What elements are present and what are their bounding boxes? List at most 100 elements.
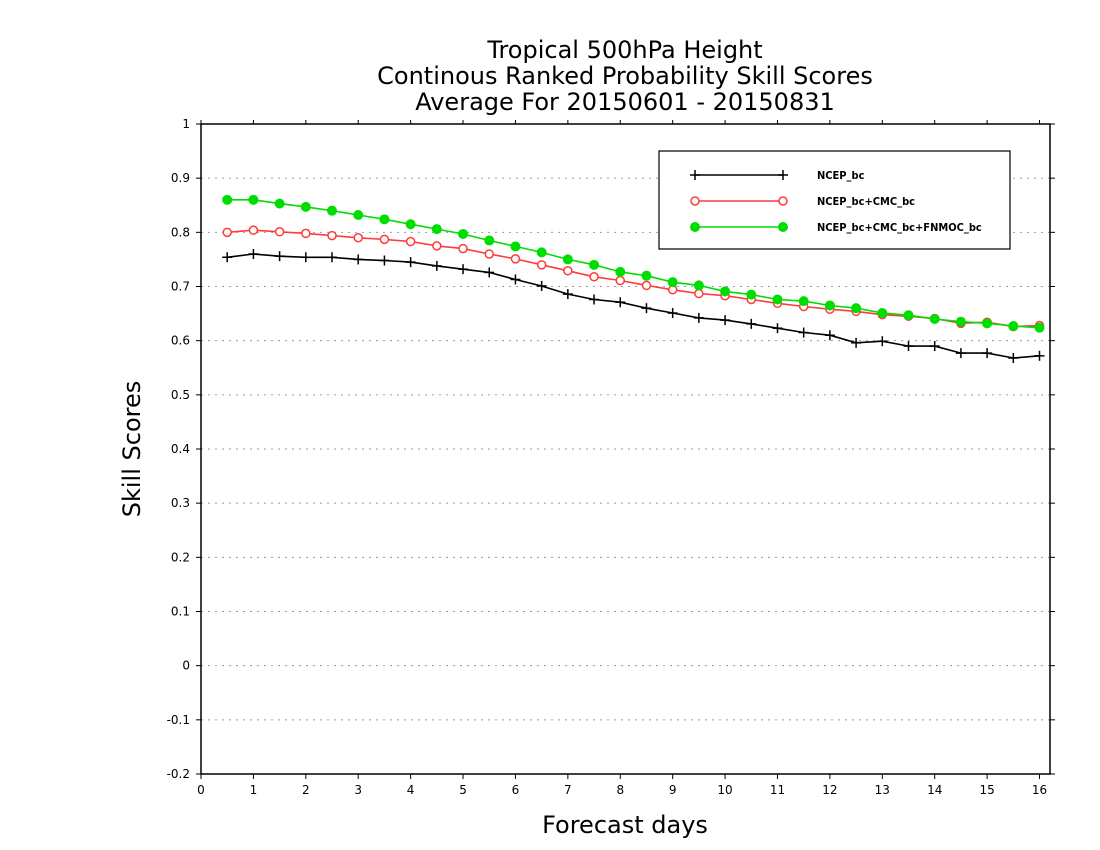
open-circle-marker: [615, 275, 626, 286]
plus-marker: [589, 294, 600, 305]
x-tick-label: 6: [512, 783, 520, 797]
axis-ticks: -0.2-0.100.10.20.30.40.50.60.70.80.910 1 2…: [167, 117, 1055, 797]
plus-marker: [353, 254, 364, 265]
filled-circle-marker: [379, 214, 390, 225]
plus-marker: [641, 303, 652, 314]
open-circle-marker: [641, 280, 652, 291]
plus-marker: [772, 323, 783, 334]
filled-circle-marker: [431, 224, 442, 235]
y-tick-label: 1: [182, 117, 190, 131]
filled-circle-marker: [720, 286, 731, 297]
series-0: [222, 249, 1045, 363]
plus-marker: [1008, 353, 1019, 363]
chart-title: Tropical 500hPa Height Continous Ranked …: [377, 36, 873, 116]
open-circle-marker: [510, 254, 521, 264]
x-tick-label: 7: [564, 783, 572, 797]
x-tick-label: 0: [197, 783, 205, 797]
y-tick-label: -0.2: [167, 767, 190, 781]
filled-circle-marker: [929, 314, 940, 324]
x-tick-label: 9: [669, 783, 677, 797]
open-circle-marker: [536, 260, 547, 270]
legend-entry-0: NCEP_bc: [690, 169, 865, 182]
plus-marker: [431, 260, 442, 271]
filled-circle-marker: [615, 266, 626, 277]
open-circle-marker: [458, 243, 468, 254]
legend: NCEP_bc NCEP_bc+CMC_bc NCEP_bc+CMC_bc+FNMO…: [658, 150, 1011, 250]
filled-circle-marker: [690, 222, 700, 232]
plus-marker: [982, 348, 993, 359]
filled-circle-marker: [877, 308, 888, 319]
open-circle-marker: [353, 233, 363, 243]
y-tick-label: 0.6: [171, 334, 190, 348]
plus-marker: [510, 274, 521, 285]
plus-marker: [903, 341, 914, 352]
y-axis-label: Skill Scores: [118, 381, 146, 518]
x-tick-label: 12: [822, 783, 837, 797]
y-tick-label: 0.4: [171, 442, 190, 456]
plus-marker: [222, 252, 233, 263]
filled-circle-marker: [667, 277, 678, 288]
y-tick-label: 0.9: [171, 171, 190, 185]
y-tick-label: 0.3: [171, 496, 190, 510]
series-layer: [222, 194, 1045, 363]
filled-circle-marker: [851, 303, 862, 314]
open-circle-marker: [301, 228, 311, 239]
x-tick-label: 10: [717, 783, 732, 797]
filled-circle-marker: [1034, 322, 1045, 333]
x-tick-label: 15: [979, 783, 994, 797]
plus-marker: [536, 280, 547, 291]
plus-marker: [458, 264, 469, 275]
y-tick-label: 0.5: [171, 388, 190, 402]
y-tick-label: 0.8: [171, 225, 190, 239]
x-tick-label: 8: [616, 783, 624, 797]
title-line-2: Continous Ranked Probability Skill Score…: [377, 62, 873, 90]
open-circle-marker: [778, 196, 788, 206]
open-circle-marker: [248, 225, 259, 235]
plus-marker: [798, 327, 809, 338]
legend-label: NCEP_bc+CMC_bc+FNMOC_bc: [817, 221, 982, 234]
plus-marker: [693, 312, 704, 323]
gridlines: [201, 177, 1050, 721]
filled-circle-marker: [536, 247, 547, 258]
plus-marker: [877, 336, 888, 347]
open-circle-marker: [405, 236, 416, 247]
filled-circle-marker: [484, 235, 495, 246]
x-axis-label: Forecast days: [542, 811, 708, 839]
y-tick-label: 0.7: [171, 280, 190, 294]
open-circle-marker: [379, 234, 390, 245]
open-circle-marker: [589, 272, 599, 282]
legend-entry-1: NCEP_bc+CMC_bc: [690, 195, 915, 208]
plus-marker: [929, 341, 940, 352]
legend-label: NCEP_bc+CMC_bc: [817, 195, 915, 208]
legend-entry-2: NCEP_bc+CMC_bc+FNMOC_bc: [690, 221, 982, 234]
plus-marker: [746, 318, 757, 329]
open-circle-marker: [274, 227, 285, 237]
title-line-1: Tropical 500hPa Height: [486, 36, 762, 64]
title-line-3: Average For 20150601 - 20150831: [415, 88, 835, 116]
filled-circle-marker: [300, 201, 311, 212]
x-tick-label: 11: [770, 783, 785, 797]
plus-marker: [327, 252, 338, 263]
filled-circle-marker: [274, 198, 285, 209]
open-circle-marker: [484, 249, 494, 259]
filled-circle-marker: [1008, 321, 1019, 332]
filled-circle-marker: [327, 205, 338, 216]
filled-circle-marker: [746, 289, 757, 300]
open-circle-marker: [327, 230, 337, 241]
plus-marker: [955, 348, 966, 359]
open-circle-marker: [432, 241, 442, 251]
x-tick-label: 16: [1032, 783, 1047, 797]
plus-marker: [778, 170, 788, 180]
plus-marker: [248, 249, 259, 259]
plus-marker: [615, 297, 626, 308]
plus-marker: [562, 289, 573, 300]
filled-circle-marker: [222, 194, 233, 205]
filled-circle-marker: [405, 219, 416, 230]
filled-circle-marker: [248, 194, 259, 205]
filled-circle-marker: [778, 222, 788, 232]
filled-circle-marker: [798, 296, 809, 307]
plus-marker: [484, 267, 495, 278]
open-circle-marker: [222, 227, 232, 238]
filled-circle-marker: [693, 280, 704, 291]
